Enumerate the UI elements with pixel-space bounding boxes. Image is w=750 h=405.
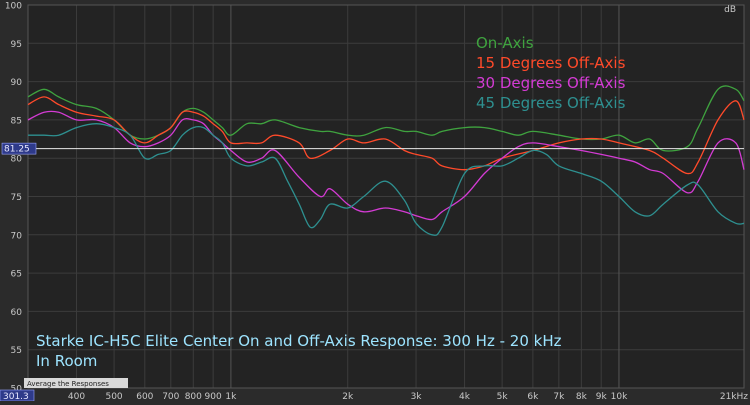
- axis-layer: 50 55 60 65 70 75 80 85 90 95 100 400 500 600 700 800 90…: [5, 2, 748, 403]
- x-tick-label: 1k: [225, 392, 237, 401]
- y-tick-label: 100: [5, 2, 22, 12]
- series-line-2: [27, 96, 745, 175]
- grid-layer: [28, 4, 745, 389]
- x-tick-label: 6k: [527, 392, 539, 401]
- plot-border: [27, 4, 745, 389]
- x-tick-label: 21kHz: [720, 392, 748, 401]
- x-tick-label: 7k: [553, 392, 565, 401]
- cursor-value-box: [1, 142, 37, 155]
- y-tick-label: 60: [11, 308, 23, 318]
- y-axis-unit-label: dB: [724, 5, 736, 15]
- chart-title: Starke IC-H5C Elite Center On and Off-Ax…: [36, 332, 562, 350]
- y-tick-label: 75: [11, 193, 22, 203]
- cursor-readout: 81.25: [1, 142, 37, 155]
- frequency-value: 301.3: [3, 392, 29, 401]
- x-tick-label: 4k: [459, 392, 471, 401]
- x-tick-label: 500: [105, 392, 122, 401]
- legend-entry-1: On-Axis: [476, 34, 534, 52]
- y-tick-label: 70: [11, 231, 23, 241]
- y-tick-label: 80: [11, 155, 23, 165]
- x-tick-label: 400: [68, 392, 85, 401]
- y-tick-label: 55: [11, 346, 22, 356]
- series-line-4: [28, 123, 745, 236]
- status-label[interactable]: Average the Responses: [27, 380, 109, 388]
- status-label-group[interactable]: Average the Responses: [24, 378, 128, 388]
- x-tick-label: 900: [205, 392, 222, 401]
- x-tick-label: 700: [162, 392, 179, 401]
- x-tick-label: 2k: [342, 392, 354, 401]
- legend-entry-3: 30 Degrees Off-Axis: [476, 74, 626, 92]
- x-tick-label: 5k: [497, 392, 509, 401]
- chart-subtitle: In Room: [36, 352, 97, 370]
- x-tick-label: 10k: [611, 392, 628, 401]
- legend-entry-2: 15 Degrees Off-Axis: [476, 54, 626, 72]
- x-tick-label: 8k: [576, 392, 588, 401]
- x-tick-label: 600: [136, 392, 153, 401]
- series-line-3: [27, 110, 745, 221]
- y-tick-label: 95: [11, 40, 22, 50]
- x-tick-label: 3k: [411, 392, 423, 401]
- x-tick-label: 800: [185, 392, 202, 401]
- y-tick-label: 50: [11, 385, 23, 395]
- y-tick-label: 65: [11, 270, 22, 280]
- x-tick-label: 9k: [596, 392, 608, 401]
- cursor-value: 81.25: [4, 145, 30, 155]
- status-label-box[interactable]: [24, 378, 128, 388]
- series-line-1: [27, 85, 745, 152]
- y-tick-label: 90: [11, 78, 23, 88]
- legend: On-Axis 15 Degrees Off-Axis 30 Degrees Off…: [476, 34, 626, 112]
- y-tick-label: 85: [11, 116, 22, 126]
- series-layer: [27, 85, 745, 236]
- legend-entry-4: 45 Degrees Off-Axis: [476, 94, 626, 112]
- frequency-readout: 301.3: [0, 389, 35, 402]
